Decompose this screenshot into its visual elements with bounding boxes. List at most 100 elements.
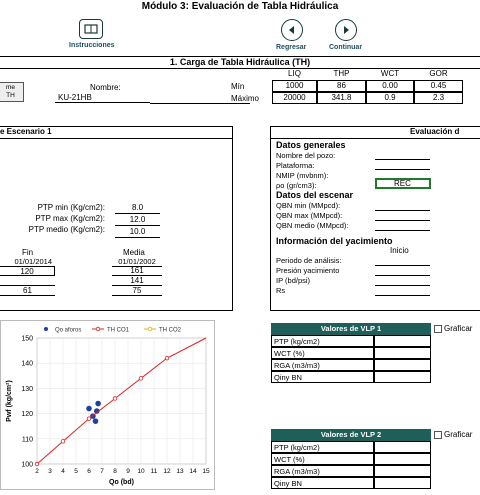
vlp1-wct-field[interactable]: [374, 347, 431, 359]
ip-field[interactable]: [375, 285, 430, 286]
vlp1-table: PTP (kg/cm2) WCT (%) RGA (m3/m3) Qiny BN: [271, 335, 431, 383]
x-tick-label: 5: [74, 468, 78, 475]
min-liq[interactable]: 1000: [272, 80, 317, 92]
ptp-min-field[interactable]: 8.0: [115, 202, 160, 214]
legend-marker: [44, 327, 48, 331]
rho-field[interactable]: REC: [375, 178, 431, 189]
rs-field[interactable]: [375, 295, 430, 296]
vlp1-graph-label: Graficar: [444, 324, 473, 333]
y-tick-label: 120: [21, 411, 33, 418]
name-field[interactable]: KU-21HB: [55, 93, 150, 103]
vlp1-rga-label: RGA (m3/m3): [271, 359, 374, 371]
fin-value-2[interactable]: [0, 276, 55, 286]
ptp-mean-field[interactable]: 10.0: [115, 226, 160, 238]
reservoir-fields: Periodo de análisis: Presión yacimiento …: [276, 256, 341, 296]
plot-area: [36, 337, 207, 465]
platform-label: Plataforma:: [276, 161, 315, 170]
media-values: 161 141 75: [112, 266, 162, 296]
scenario-divider: [0, 138, 233, 139]
media-value-2[interactable]: 141: [112, 276, 162, 286]
page-title: Módulo 3: Evaluación de Tabla Hidráulica: [141, 1, 339, 12]
max-thp[interactable]: 341.8: [317, 92, 366, 104]
back-button[interactable]: Regresar: [276, 19, 306, 51]
instructions-button[interactable]: Instrucciones: [69, 19, 115, 49]
x-tick-label: 7: [100, 468, 104, 475]
vlp2-rga-field[interactable]: [374, 465, 431, 477]
media-value-1[interactable]: 161: [112, 266, 162, 276]
divider: [150, 103, 250, 104]
series-point: [112, 396, 118, 401]
qbn-mean-field[interactable]: [375, 230, 430, 231]
vlp2-qiny-field[interactable]: [374, 477, 431, 489]
x-tick-label: 3: [48, 468, 52, 475]
well-name-label: Nombre del pozo:: [276, 151, 336, 160]
data-point: [92, 418, 99, 424]
x-tick-label: 4: [61, 468, 65, 475]
x-tick-label: 9: [126, 468, 130, 475]
vlp2-wct-field[interactable]: [374, 453, 431, 465]
series-point: [164, 355, 170, 361]
vlp2-wct-label: WCT (%): [271, 453, 374, 465]
nmip-label: NMIP (mvbnm):: [276, 171, 329, 180]
vlp2-graph-checkbox[interactable]: [434, 431, 442, 439]
max-liq[interactable]: 20000: [272, 92, 317, 104]
period-field[interactable]: [375, 265, 430, 266]
max-wct[interactable]: 0.9: [366, 92, 414, 104]
arrow-right-icon: [335, 19, 357, 41]
x-tick-label: 11: [151, 468, 158, 475]
load-th-button[interactable]: me TH: [0, 82, 24, 102]
max-gor[interactable]: 2.3: [414, 92, 463, 104]
min-wct[interactable]: 0.00: [366, 80, 414, 92]
evaluation-panel: [270, 126, 480, 311]
media-value-3[interactable]: 75: [112, 286, 162, 296]
platform-field[interactable]: [375, 169, 430, 170]
y-tick-label: 140: [21, 361, 33, 368]
media-label: Media: [123, 248, 145, 257]
col-liq: LIQ: [288, 69, 301, 78]
data-point: [94, 408, 100, 414]
vlp2-table: PTP (kg/cm2) WCT (%) RGA (m3/m3) Qiny BN: [271, 441, 431, 489]
well-name-field[interactable]: [375, 159, 430, 160]
fin-label: Fin: [22, 248, 34, 257]
y-tick-label: 100: [21, 462, 33, 469]
vlp1-graph-checkbox[interactable]: [434, 325, 442, 333]
pressure-field[interactable]: [375, 275, 430, 276]
instructions-label: Instrucciones: [69, 42, 115, 49]
min-thp[interactable]: 86: [317, 80, 366, 92]
section-header-th: 1. Carga de Tabla Hidráulica (TH): [0, 56, 480, 69]
vlp1-ptp-field[interactable]: [374, 335, 431, 347]
ptp-max-field[interactable]: 12.0: [115, 214, 160, 226]
reservoir-pressure-label: Presión yacimiento: [276, 266, 340, 275]
min-label: Mín: [231, 82, 245, 91]
fin-value-3[interactable]: 61: [0, 286, 55, 296]
legend-marker: [95, 326, 101, 332]
vlp2-ptp-field[interactable]: [374, 441, 431, 453]
qbn-mean-label: QBN medio (MMpcd):: [276, 221, 349, 230]
fin-value-1[interactable]: 120: [0, 266, 55, 276]
load-th-line1: me: [5, 84, 16, 91]
load-th-line2: TH: [6, 92, 15, 99]
x-tick-label: 8: [113, 468, 117, 475]
x-tick-label: 12: [163, 468, 171, 475]
min-gor[interactable]: 0.45: [414, 80, 463, 92]
vlp2-ptp-label: PTP (kg/cm2): [271, 441, 374, 453]
media-date[interactable]: 01/01/2002: [112, 257, 162, 267]
series-point: [60, 439, 66, 444]
vlp2-graph-label: Graficar: [444, 430, 473, 439]
legend-entry: Qo aforos: [55, 328, 81, 334]
legend-marker: [147, 326, 153, 332]
evaluation-title: Evaluación d: [410, 127, 460, 136]
qbn-min-field[interactable]: [375, 210, 430, 211]
vlp2-qiny-label: Qiny BN: [271, 477, 374, 489]
y-axis-label: Pwf (kg/cm²): [6, 380, 13, 422]
max-row: 20000 341.8 0.9 2.3: [272, 92, 463, 104]
scenario-panel: [0, 126, 233, 311]
next-button[interactable]: Continuar: [329, 19, 362, 51]
vlp1-wct-label: WCT (%): [271, 347, 374, 359]
vlp1-rga-field[interactable]: [374, 359, 431, 371]
ptp-values: 8.0 12.0 10.0: [115, 202, 160, 238]
qbn-max-label: QBN max (MMpcd):: [276, 211, 343, 220]
series-point: [34, 461, 40, 467]
vlp1-qiny-field[interactable]: [374, 371, 431, 383]
qbn-max-field[interactable]: [375, 220, 430, 221]
